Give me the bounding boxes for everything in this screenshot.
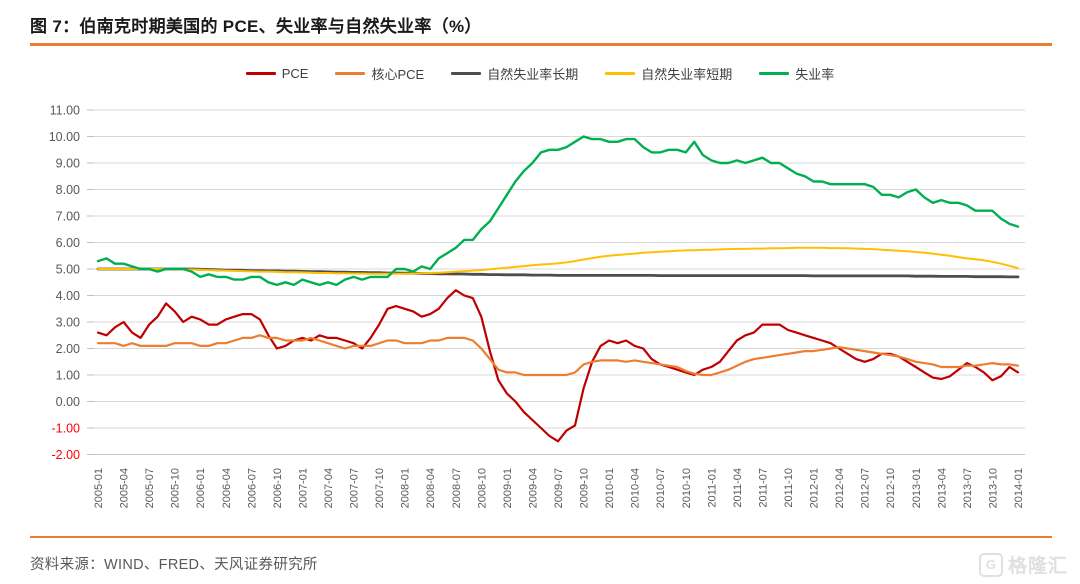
figure-title: 图 7：伯南克时期美国的 PCE、失业率与自然失业率（%） [30, 17, 482, 36]
gelonghui-watermark: G 格隆汇 [978, 551, 1068, 578]
x-tick-label: 2007-07 [349, 468, 361, 508]
footer-divider [30, 536, 1052, 538]
x-tick-label: 2005-10 [170, 468, 182, 508]
y-tick-label: 3.00 [56, 316, 80, 330]
x-tick-label: 2008-10 [476, 468, 488, 508]
y-tick-label: 8.00 [56, 183, 80, 197]
x-tick-label: 2011-07 [757, 468, 769, 508]
x-tick-label: 2013-07 [962, 468, 974, 508]
y-tick-label: 4.00 [56, 289, 80, 303]
y-tick-label: -2.00 [52, 448, 81, 462]
legend-swatch-icon [451, 71, 482, 75]
x-tick-label: 2008-01 [400, 468, 412, 508]
x-tick-label: 2011-01 [706, 468, 718, 508]
x-tick-label: 2009-04 [527, 468, 539, 508]
legend-swatch-icon [605, 71, 636, 75]
legend-label: 核心PCE [371, 66, 425, 82]
x-tick-label: 2007-10 [374, 468, 386, 508]
x-tick-label: 2010-04 [630, 468, 642, 508]
x-tick-label: 2007-04 [323, 468, 335, 508]
x-tick-label: 2010-01 [604, 468, 616, 508]
legend-swatch-icon [759, 71, 790, 75]
legend-swatch-icon [245, 71, 276, 75]
x-tick-label: 2011-04 [732, 468, 744, 508]
series-line-失业率 [96, 135, 1020, 287]
chart-legend: PCE 核心PCE 自然失业率长期 自然失业率短期 失业率 [0, 62, 1080, 84]
legend-item: 自然失业率短期 [605, 64, 732, 83]
x-tick-label: 2005-04 [119, 468, 131, 508]
line-chart: 11.00 10.00 9.00 8.00 7.00 6.00 5.00 4.00 3.00 2.… [49, 104, 1025, 508]
x-tick-label: 2014-01 [1013, 468, 1025, 508]
legend-item: 失业率 [759, 64, 834, 83]
x-tick-label: 2005-07 [144, 468, 156, 508]
legend-label: 自然失业率长期 [487, 66, 579, 82]
x-tick-label: 2012-04 [834, 468, 846, 508]
x-tick-label: 2013-01 [911, 468, 923, 508]
x-tick-label: 2009-07 [553, 468, 565, 508]
x-tick-label: 2013-04 [936, 468, 948, 508]
series-line-自然失业率短期 [97, 246, 1019, 275]
series-line-PCE [96, 289, 1020, 443]
gelonghui-logo-text: 格隆汇 [1007, 556, 1068, 577]
legend-label: PCE [281, 65, 309, 81]
y-tick-label: 5.00 [56, 263, 80, 277]
y-tick-label: -1.00 [52, 422, 81, 436]
legend-label: 自然失业率短期 [641, 66, 733, 82]
x-tick-label: 2012-01 [809, 468, 821, 508]
series-line-核心PCE [96, 334, 1020, 377]
x-tick-label: 2009-01 [502, 468, 514, 508]
y-tick-label: 6.00 [56, 236, 80, 250]
y-tick-label: 2.00 [56, 342, 80, 356]
x-tick-label: 2010-10 [681, 468, 693, 508]
x-tick-label: 2008-04 [425, 468, 437, 508]
x-tick-label: 2011-10 [783, 468, 795, 508]
x-tick-label: 2013-10 [987, 468, 999, 508]
legend-item: 自然失业率长期 [451, 64, 578, 83]
y-tick-label: 10.00 [49, 130, 80, 144]
title-divider [30, 43, 1052, 46]
x-tick-label: 2012-07 [860, 468, 872, 508]
x-tick-label: 2007-01 [297, 468, 309, 508]
y-tick-label: 9.00 [56, 157, 80, 171]
legend-item: PCE [245, 65, 309, 81]
y-tick-label: 1.00 [56, 369, 80, 383]
x-tick-label: 2006-04 [221, 468, 233, 508]
data-source: 资料来源：WIND、FRED、天风证券研究所 [30, 557, 318, 573]
legend-label: 失业率 [795, 66, 835, 82]
legend-swatch-icon [335, 71, 366, 75]
x-tick-label: 2010-07 [655, 468, 667, 508]
legend-item: 核心PCE [335, 64, 424, 83]
x-tick-label: 2006-10 [272, 468, 284, 508]
x-tick-label: 2012-10 [885, 468, 897, 508]
x-tick-label: 2008-07 [451, 468, 463, 508]
y-tick-label: 11.00 [50, 104, 80, 118]
x-tick-label: 2006-01 [195, 468, 207, 508]
y-tick-label: 0.00 [56, 395, 80, 409]
x-tick-label: 2006-07 [246, 468, 258, 508]
x-tick-label: 2009-10 [579, 468, 591, 508]
y-tick-label: 7.00 [56, 210, 80, 224]
x-tick-label: 2005-01 [93, 468, 105, 508]
gelonghui-logo-icon: G [978, 552, 1003, 577]
